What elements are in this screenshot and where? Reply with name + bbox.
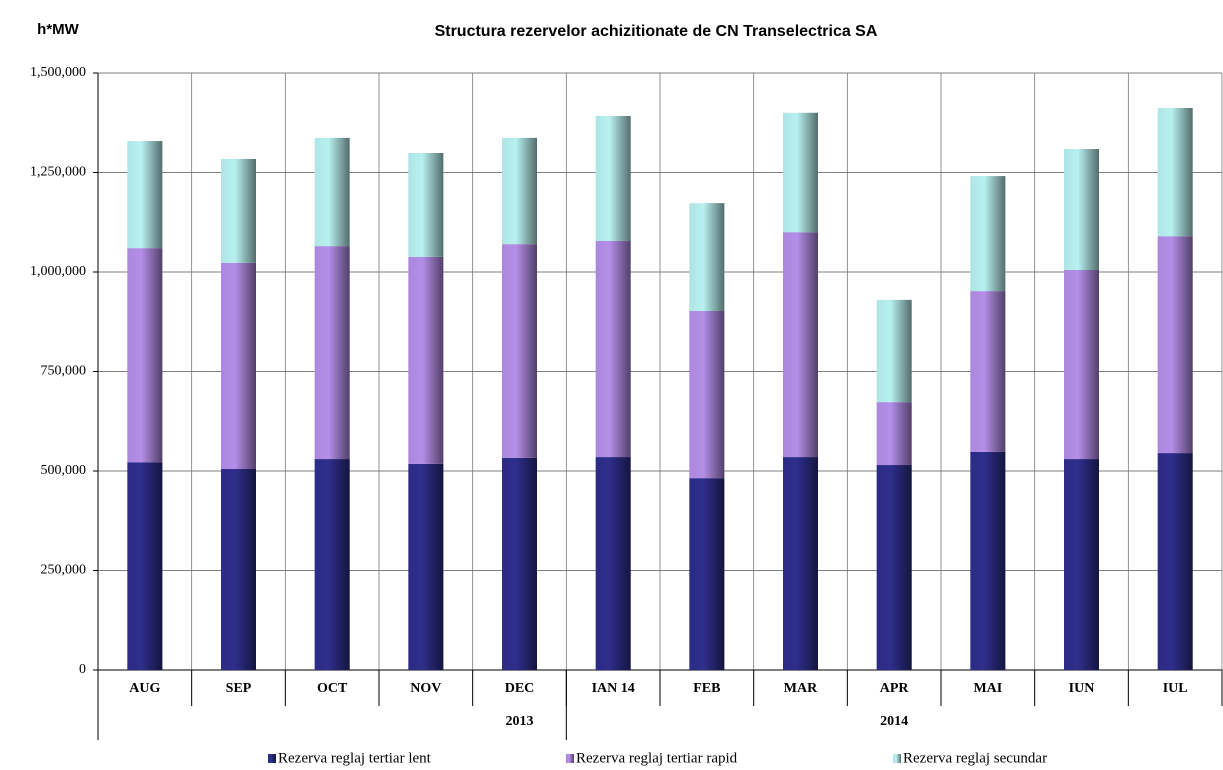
bar-shade: [595, 115, 631, 241]
x-tick-label: MAI: [973, 681, 1002, 696]
legend-label: Rezerva reglaj tertiar lent: [278, 750, 432, 766]
x-tick-label: MAR: [784, 681, 818, 696]
x-tick-label: DEC: [505, 681, 535, 696]
bar-shade: [783, 112, 818, 233]
y-tick-label: 1,000,000: [30, 264, 86, 279]
x-tick-label: IUL: [1163, 681, 1188, 696]
bar-shade: [876, 465, 912, 670]
bar-shade: [970, 451, 1006, 670]
bar-shade: [1064, 270, 1099, 460]
bar-shade: [783, 457, 818, 670]
x-tick-label: IUN: [1069, 681, 1095, 696]
bar-shade: [502, 137, 537, 245]
group-label: 2013: [506, 714, 534, 729]
bar-shade: [876, 402, 912, 466]
bar-shade: [502, 244, 537, 458]
bar-shade: [408, 463, 444, 670]
x-tick-label: AUG: [129, 681, 160, 696]
y-axis-label: h*MW: [37, 21, 79, 38]
bar-shade: [1157, 453, 1193, 670]
bar-shade: [689, 203, 725, 312]
x-tick-label: NOV: [410, 681, 441, 696]
y-tick-label: 1,500,000: [30, 65, 86, 80]
bar-shade: [127, 462, 163, 670]
bar-shade: [408, 256, 444, 464]
bar-shade: [127, 248, 163, 463]
legend-swatch-shade: [268, 754, 276, 763]
bar-shade: [127, 141, 163, 249]
y-tick-label: 250,000: [41, 563, 87, 578]
bar-shade: [595, 457, 631, 670]
bar-shade: [1157, 108, 1193, 237]
bar-shade: [1064, 149, 1099, 271]
bar-shade: [970, 291, 1006, 452]
bar-shade: [689, 478, 725, 670]
bar-shade: [783, 232, 818, 458]
bar-shade: [876, 299, 912, 403]
y-tick-label: 750,000: [41, 364, 87, 379]
legend-label: Rezerva reglaj tertiar rapid: [576, 750, 738, 766]
bar-shade: [970, 176, 1006, 292]
y-tick-label: 0: [79, 662, 86, 677]
x-tick-label: OCT: [317, 681, 348, 696]
x-tick-label: APR: [880, 681, 910, 696]
y-tick-label: 1,250,000: [30, 165, 86, 180]
bar-shade: [314, 246, 350, 460]
x-tick-label: FEB: [693, 681, 720, 696]
legend-swatch-shade: [893, 754, 901, 763]
bar-shade: [221, 158, 256, 263]
bar-shade: [502, 457, 537, 670]
x-tick-label: IAN 14: [592, 681, 635, 696]
bar-shade: [1064, 459, 1099, 670]
bar-shade: [408, 152, 444, 257]
bar-shade: [689, 311, 725, 479]
bar-shade: [221, 262, 256, 470]
group-label: 2014: [880, 714, 908, 729]
bar-shade: [595, 240, 631, 458]
bar-shade: [314, 459, 350, 670]
bar-shade: [314, 137, 350, 247]
x-tick-label: SEP: [226, 681, 252, 696]
bar-shade: [221, 469, 256, 670]
legend-swatch-shade: [566, 754, 574, 763]
y-tick-label: 500,000: [41, 463, 87, 478]
bar-shade: [1157, 236, 1193, 454]
chart-title: Structura rezervelor achizitionate de CN…: [435, 23, 878, 40]
legend-label: Rezerva reglaj secundar: [903, 750, 1047, 766]
